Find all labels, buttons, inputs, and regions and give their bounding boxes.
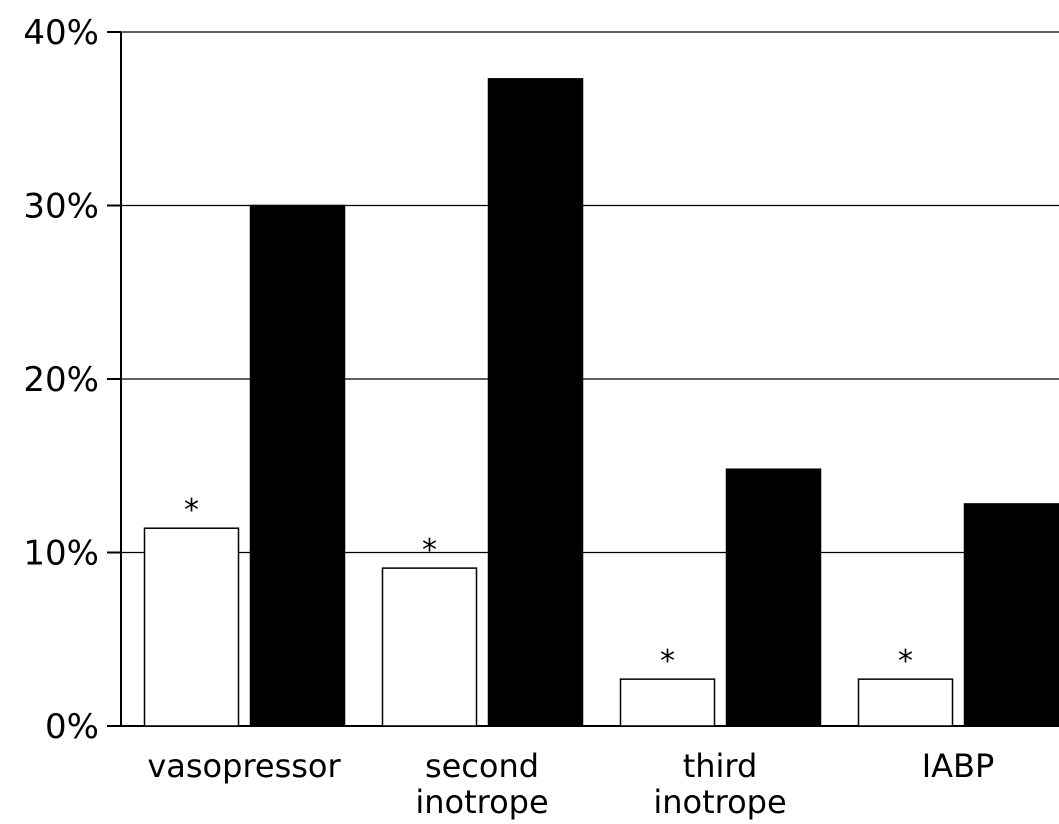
bar (487, 78, 584, 727)
bar (857, 678, 954, 727)
category-label: vasopressor (147, 747, 341, 785)
y-tick-label: 10% (23, 534, 99, 574)
significance-marker: * (898, 644, 913, 679)
significance-marker: * (184, 493, 199, 528)
y-tick-label: 0% (45, 707, 99, 747)
bar (249, 204, 346, 727)
significance-marker: * (660, 644, 675, 679)
category-label-line2: inotrope (415, 783, 548, 821)
bar (381, 567, 478, 727)
category-label: IABP (922, 747, 995, 785)
bar (619, 678, 716, 727)
bars: * * * * (143, 78, 1059, 727)
bar (725, 468, 822, 727)
category-label-line2: inotrope (653, 783, 786, 821)
bar (963, 503, 1059, 727)
category-label: third (683, 747, 758, 785)
y-tick-label: 20% (23, 360, 99, 400)
category-label: second (425, 747, 539, 785)
y-axis: 0% 10% 20% 30% 40% (23, 13, 122, 747)
y-tick-label: 30% (23, 187, 99, 227)
bar (143, 527, 240, 727)
significance-marker: * (422, 533, 437, 568)
y-tick-label: 40% (23, 13, 99, 53)
category-labels: vasopressor secondinotropethirdinotropeIA… (147, 747, 994, 821)
